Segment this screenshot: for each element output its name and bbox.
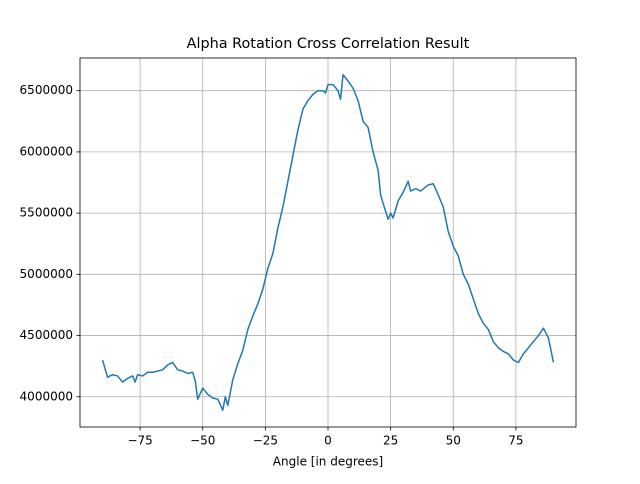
- y-tick-label: 5000000: [20, 267, 73, 281]
- y-tick-label: 6000000: [20, 144, 73, 158]
- x-tick-label: −50: [190, 434, 215, 448]
- chart-title: Alpha Rotation Cross Correlation Result: [187, 36, 470, 52]
- x-tick-label: 0: [324, 434, 332, 448]
- y-tick-label: 4500000: [20, 328, 73, 342]
- x-tick-label: −25: [253, 434, 278, 448]
- x-tick-label: 50: [446, 434, 461, 448]
- x-tick-label: −75: [127, 434, 152, 448]
- y-tick-label: 5500000: [20, 206, 73, 220]
- data-line: [101, 74, 555, 411]
- x-axis-label: Angle [in degrees]: [273, 455, 383, 469]
- x-tick-label: 75: [508, 434, 523, 448]
- y-tick-label: 4000000: [20, 389, 73, 403]
- axes-frame: [79, 57, 577, 428]
- x-tick-label: 25: [383, 434, 398, 448]
- y-tick-label: 6500000: [20, 83, 73, 97]
